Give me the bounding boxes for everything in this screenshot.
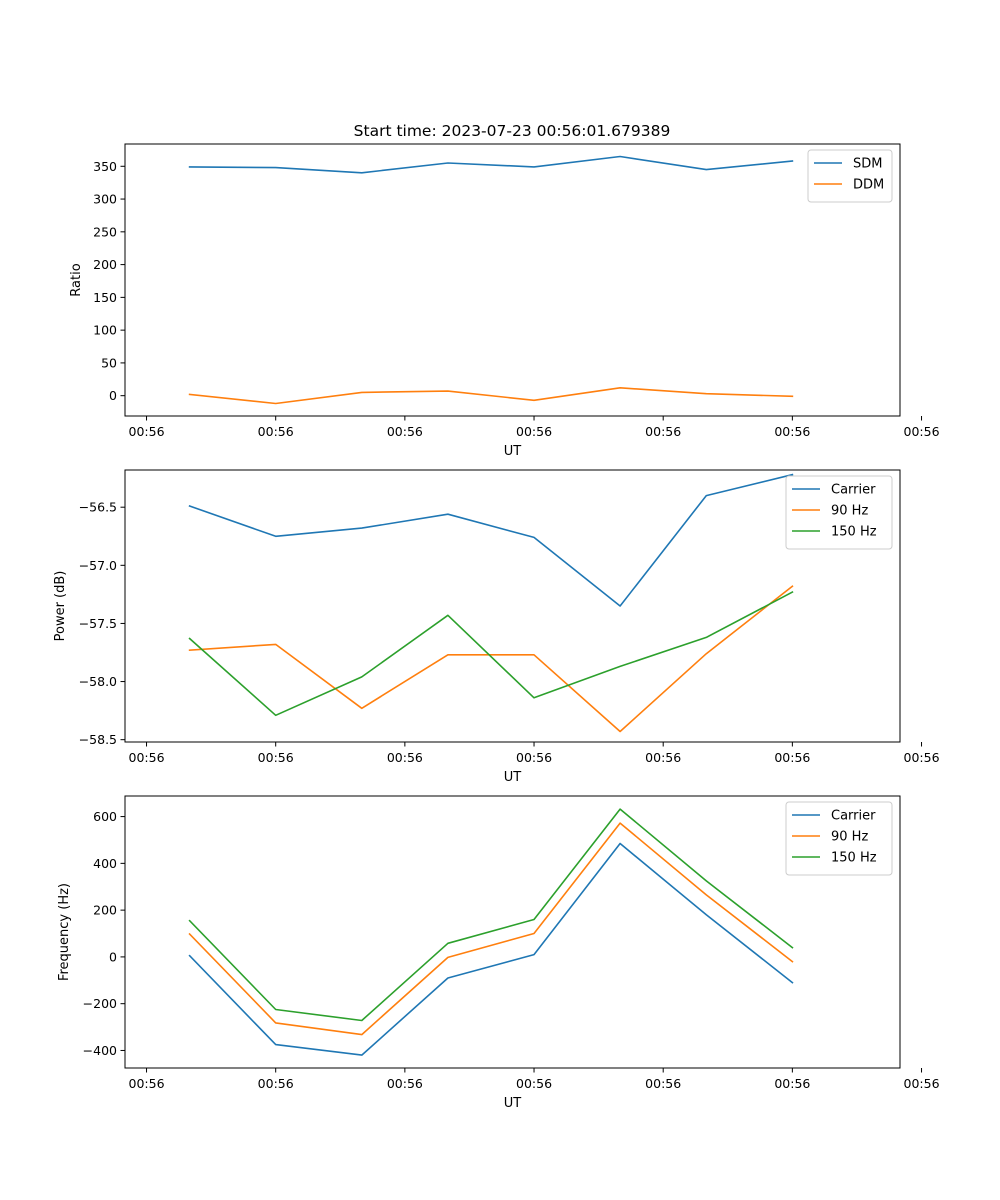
series-line-carrier <box>188 473 794 607</box>
x-tick-label: 00:56 <box>645 750 681 765</box>
y-tick-label: 400 <box>93 856 117 871</box>
panel-1: 00:56 00:56 00:56 00:56 00:56 00:56 00:56 0 50 10… <box>69 143 940 459</box>
legend: Carrier 90 Hz 150 Hz <box>785 801 893 876</box>
x-tick-label: 00:56 <box>774 424 810 439</box>
x-tick-label: 00:56 <box>387 750 423 765</box>
series-line-sdm <box>188 155 794 174</box>
series-line-90-hz <box>188 585 794 733</box>
y-tick-label: −400 <box>83 1043 117 1058</box>
y-tick-label: −58.0 <box>79 674 117 689</box>
x-axis-label: UT <box>504 444 522 459</box>
series-line-150-hz <box>188 591 794 717</box>
x-tick-label: 00:56 <box>774 1076 810 1091</box>
legend-label: DDM <box>853 178 884 193</box>
y-axis-label: Power (dB) <box>53 571 68 642</box>
x-tick-label: 00:56 <box>645 1076 681 1091</box>
x-tick-label: 00:56 <box>645 424 681 439</box>
x-tick-label: 00:56 <box>904 1076 940 1091</box>
legend-label: Carrier <box>831 809 876 824</box>
legend-label: 90 Hz <box>831 504 868 519</box>
y-tick-label: 200 <box>93 257 117 272</box>
plot-frame <box>124 143 901 417</box>
series-line-carrier <box>188 842 794 1056</box>
legend-label: 150 Hz <box>831 851 877 866</box>
y-tick-label: 350 <box>93 159 117 174</box>
y-tick-label: 50 <box>101 355 117 370</box>
x-axis-label: UT <box>504 770 522 785</box>
y-tick-label: 250 <box>93 224 117 239</box>
legend: SDM DDM <box>807 149 893 203</box>
y-tick-label: 150 <box>93 290 117 305</box>
y-axis-label: Frequency (Hz) <box>57 883 72 981</box>
x-tick-label: 00:56 <box>387 424 423 439</box>
x-axis-label: UT <box>504 1096 522 1111</box>
y-tick-label: −58.5 <box>79 732 117 747</box>
x-tick-label: 00:56 <box>904 750 940 765</box>
x-tick-label: 00:56 <box>129 424 165 439</box>
x-tick-label: 00:56 <box>516 1076 552 1091</box>
legend: Carrier 90 Hz 150 Hz <box>785 475 893 550</box>
y-tick-label: 0 <box>109 949 117 964</box>
plot-frame <box>124 795 901 1069</box>
x-tick-label: 00:56 <box>516 424 552 439</box>
x-tick-label: 00:56 <box>129 1076 165 1091</box>
x-tick-label: 00:56 <box>129 750 165 765</box>
y-tick-label: −57.0 <box>79 558 117 573</box>
series-line-ddm <box>188 386 794 405</box>
x-tick-label: 00:56 <box>387 1076 423 1091</box>
y-tick-label: −56.5 <box>79 500 117 515</box>
plot-frame <box>124 469 901 743</box>
y-tick-label: 0 <box>109 388 117 403</box>
legend-label: SDM <box>853 157 882 172</box>
legend-label: 90 Hz <box>831 830 868 845</box>
y-tick-label: 200 <box>93 903 117 918</box>
x-tick-label: 00:56 <box>258 750 294 765</box>
y-tick-label: −200 <box>83 996 117 1011</box>
y-tick-label: 600 <box>93 809 117 824</box>
y-tick-label: 100 <box>93 323 117 338</box>
panel-3: 00:56 00:56 00:56 00:56 00:56 00:56 00:56 −400 −… <box>57 795 940 1111</box>
x-tick-label: 00:56 <box>774 750 810 765</box>
y-axis-label: Ratio <box>69 263 84 296</box>
x-tick-label: 00:56 <box>258 424 294 439</box>
x-tick-label: 00:56 <box>904 424 940 439</box>
panel-2: 00:56 00:56 00:56 00:56 00:56 00:56 00:56 −58.5… <box>53 469 940 785</box>
series-line-90-hz <box>188 822 794 1036</box>
figure-title: Start time: 2023-07-23 00:56:01.679389 <box>354 122 671 140</box>
legend-label: 150 Hz <box>831 525 877 540</box>
y-tick-label: −57.5 <box>79 616 117 631</box>
x-tick-label: 00:56 <box>516 750 552 765</box>
y-tick-label: 300 <box>93 192 117 207</box>
x-tick-label: 00:56 <box>258 1076 294 1091</box>
series-line-150-hz <box>188 808 794 1022</box>
legend-label: Carrier <box>831 483 876 498</box>
